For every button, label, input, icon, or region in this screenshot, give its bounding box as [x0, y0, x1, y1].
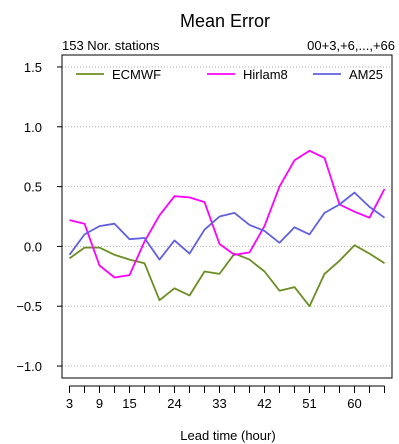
- legend-label-am25: AM25: [349, 67, 383, 82]
- x-tick-label: 15: [122, 396, 136, 411]
- y-tick-label: 0.0: [24, 239, 42, 254]
- y-tick-label: −1.0: [16, 359, 42, 374]
- x-tick-label: 33: [212, 396, 226, 411]
- x-axis-label: Lead time (hour): [180, 428, 275, 443]
- x-axis: 3 9 15 24 33 42 51 60: [66, 385, 385, 411]
- grid-lines: [62, 66, 392, 367]
- series-lines: [68, 149, 386, 308]
- x-tick-label: 3: [66, 396, 73, 411]
- y-tick-label: 1.0: [24, 120, 42, 135]
- legend-label-ecmwf: ECMWF: [112, 67, 161, 82]
- chart-title: Mean Error: [180, 11, 270, 31]
- subtitle-left: 153 Nor. stations: [62, 38, 160, 53]
- subtitle-right: 00+3,+6,...,+66: [307, 38, 395, 53]
- series-line-hirlam8: [69, 149, 386, 279]
- plot-area-frame: [61, 54, 393, 379]
- y-tick-label: 0.5: [24, 180, 42, 195]
- legend-label-hirlam8: Hirlam8: [243, 67, 288, 82]
- legend: ECMWF Hirlam8 AM25: [76, 67, 383, 82]
- y-tick-label: −0.5: [16, 299, 42, 314]
- x-tick-label: 24: [167, 396, 181, 411]
- y-tick-label: 1.5: [24, 60, 42, 75]
- series-line-ecmwf: [68, 244, 385, 308]
- y-axis: 1.5 1.0 0.5 0.0 −0.5 −1.0: [16, 60, 62, 374]
- x-tick-label: 42: [257, 396, 271, 411]
- x-tick-label: 9: [96, 396, 103, 411]
- x-tick-label: 51: [302, 396, 316, 411]
- series-line-am25: [68, 191, 386, 261]
- x-tick-label: 60: [347, 396, 361, 411]
